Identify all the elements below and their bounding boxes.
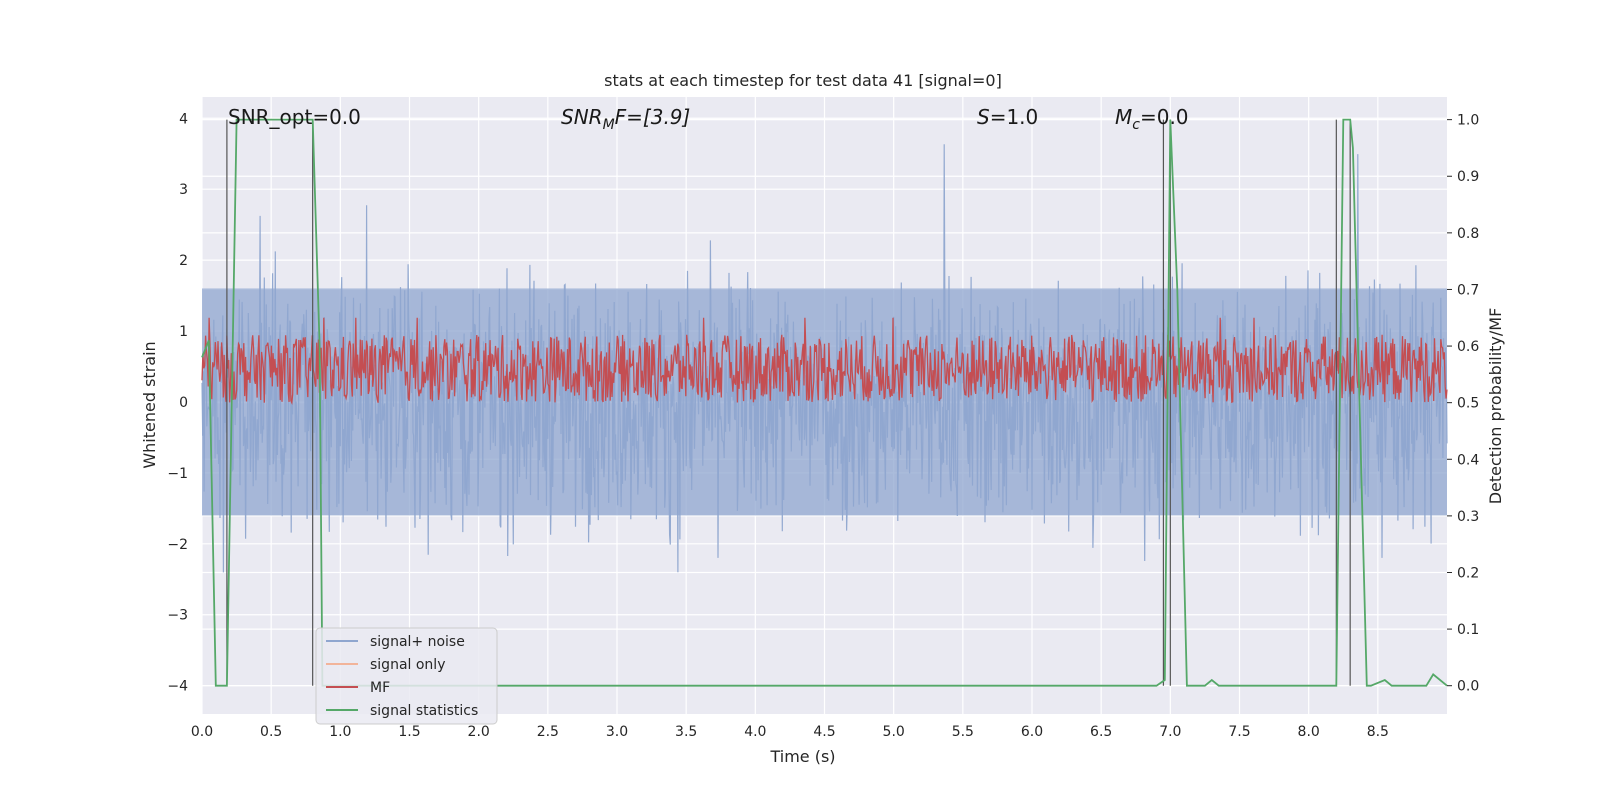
y-tick-label-left: 0 <box>179 395 188 411</box>
y-axis-label-right: Detection probability/MF <box>1486 308 1505 505</box>
y-axis-label-left: Whitened strain <box>140 341 159 468</box>
x-tick-label: 0.5 <box>260 724 282 740</box>
x-tick-label: 8.5 <box>1367 724 1389 740</box>
x-tick-label: 1.0 <box>329 724 351 740</box>
signal-statistics-series <box>201 118 1448 687</box>
annotation-s-rest: =1.0 <box>990 105 1039 129</box>
x-tick-label: 7.5 <box>1228 724 1250 740</box>
annotation-snr-mf-rest: F=[3.9] <box>615 105 691 129</box>
signal-noise-band <box>202 288 1447 516</box>
y-tick-label-right: 0.4 <box>1457 452 1479 468</box>
x-tick-label: 8.0 <box>1298 724 1320 740</box>
y-tick-label-left: −1 <box>167 466 188 482</box>
y-tick-label-left: −4 <box>167 679 188 695</box>
y-tick-label-right: 0.8 <box>1457 226 1479 242</box>
y-tick-label-right: 0.7 <box>1457 282 1479 298</box>
annotation-snr-mf-sub: M <box>603 117 615 133</box>
mf-line <box>201 317 1448 405</box>
annotation-mc-sub: c <box>1132 117 1140 133</box>
x-tick-label: 6.5 <box>1090 724 1112 740</box>
x-tick-label: 6.0 <box>1021 724 1043 740</box>
y-tick-label-left: 3 <box>179 182 188 198</box>
y-tick-label-left: 2 <box>179 253 188 269</box>
annotation-s-main: S <box>977 105 990 129</box>
annotation-mc: Mc=0.0 <box>1115 105 1189 133</box>
legend-label-mf: MF <box>370 680 390 696</box>
annotation-snr-mf-main: SNR <box>561 105 603 129</box>
y-tick-label-right: 0.0 <box>1457 679 1479 695</box>
y-tick-label-left: −3 <box>167 608 188 624</box>
y-tick-label-left: −2 <box>167 537 188 553</box>
x-tick-label: 4.0 <box>744 724 766 740</box>
x-tick-label: 4.5 <box>813 724 835 740</box>
y-tick-label-right: 1.0 <box>1457 113 1479 129</box>
x-tick-label: 5.5 <box>952 724 974 740</box>
x-tick-label: 0.0 <box>191 724 213 740</box>
annotation-mc-main: M <box>1115 105 1132 129</box>
y-tick-label-left: 1 <box>179 324 188 340</box>
legend-label-signal-only: signal only <box>370 657 445 673</box>
y-tick-label-right: 0.9 <box>1457 169 1479 185</box>
x-tick-label: 1.5 <box>398 724 420 740</box>
x-tick-label: 5.0 <box>883 724 905 740</box>
y-tick-label-right: 0.5 <box>1457 396 1479 412</box>
annotation-s: S=1.0 <box>977 105 1038 129</box>
axis-ticks: 0.0 0.5 1.0 1.5 2.0 2.5 3.0 3.5 4.0 4.5 5.0 5.5 6.0 6… <box>167 111 1479 740</box>
signal-statistics-line <box>201 118 1448 687</box>
legend-label-signal-statistics: signal statistics <box>370 703 478 719</box>
y-tick-label-left: 4 <box>179 111 188 127</box>
x-axis-label: Time (s) <box>769 747 835 766</box>
legend-box <box>315 627 498 725</box>
mf-series <box>201 317 1448 405</box>
y-tick-label-right: 0.3 <box>1457 509 1479 525</box>
y-tick-label-right: 0.1 <box>1457 622 1479 638</box>
legend: signal+ noise signal only MF signal stat… <box>315 627 498 725</box>
y-tick-label-right: 0.2 <box>1457 565 1479 581</box>
x-tick-label: 3.0 <box>606 724 628 740</box>
x-tick-label: 2.0 <box>468 724 490 740</box>
y-tick-label-right: 0.6 <box>1457 339 1479 355</box>
annotation-snr-mf: SNRMF=[3.9] <box>561 105 690 133</box>
x-tick-label: 2.5 <box>537 724 559 740</box>
vertical-markers <box>226 119 1351 686</box>
signal-noise-series <box>201 144 1448 573</box>
annotation-mc-rest: =0.0 <box>1140 105 1189 129</box>
x-tick-label: 3.5 <box>675 724 697 740</box>
x-tick-label: 7.0 <box>1159 724 1181 740</box>
legend-label-signal-noise: signal+ noise <box>370 634 465 650</box>
annotation-snr-opt: SNR_opt=0.0 <box>228 105 361 129</box>
chart-title: stats at each timestep for test data 41 … <box>604 71 1002 90</box>
